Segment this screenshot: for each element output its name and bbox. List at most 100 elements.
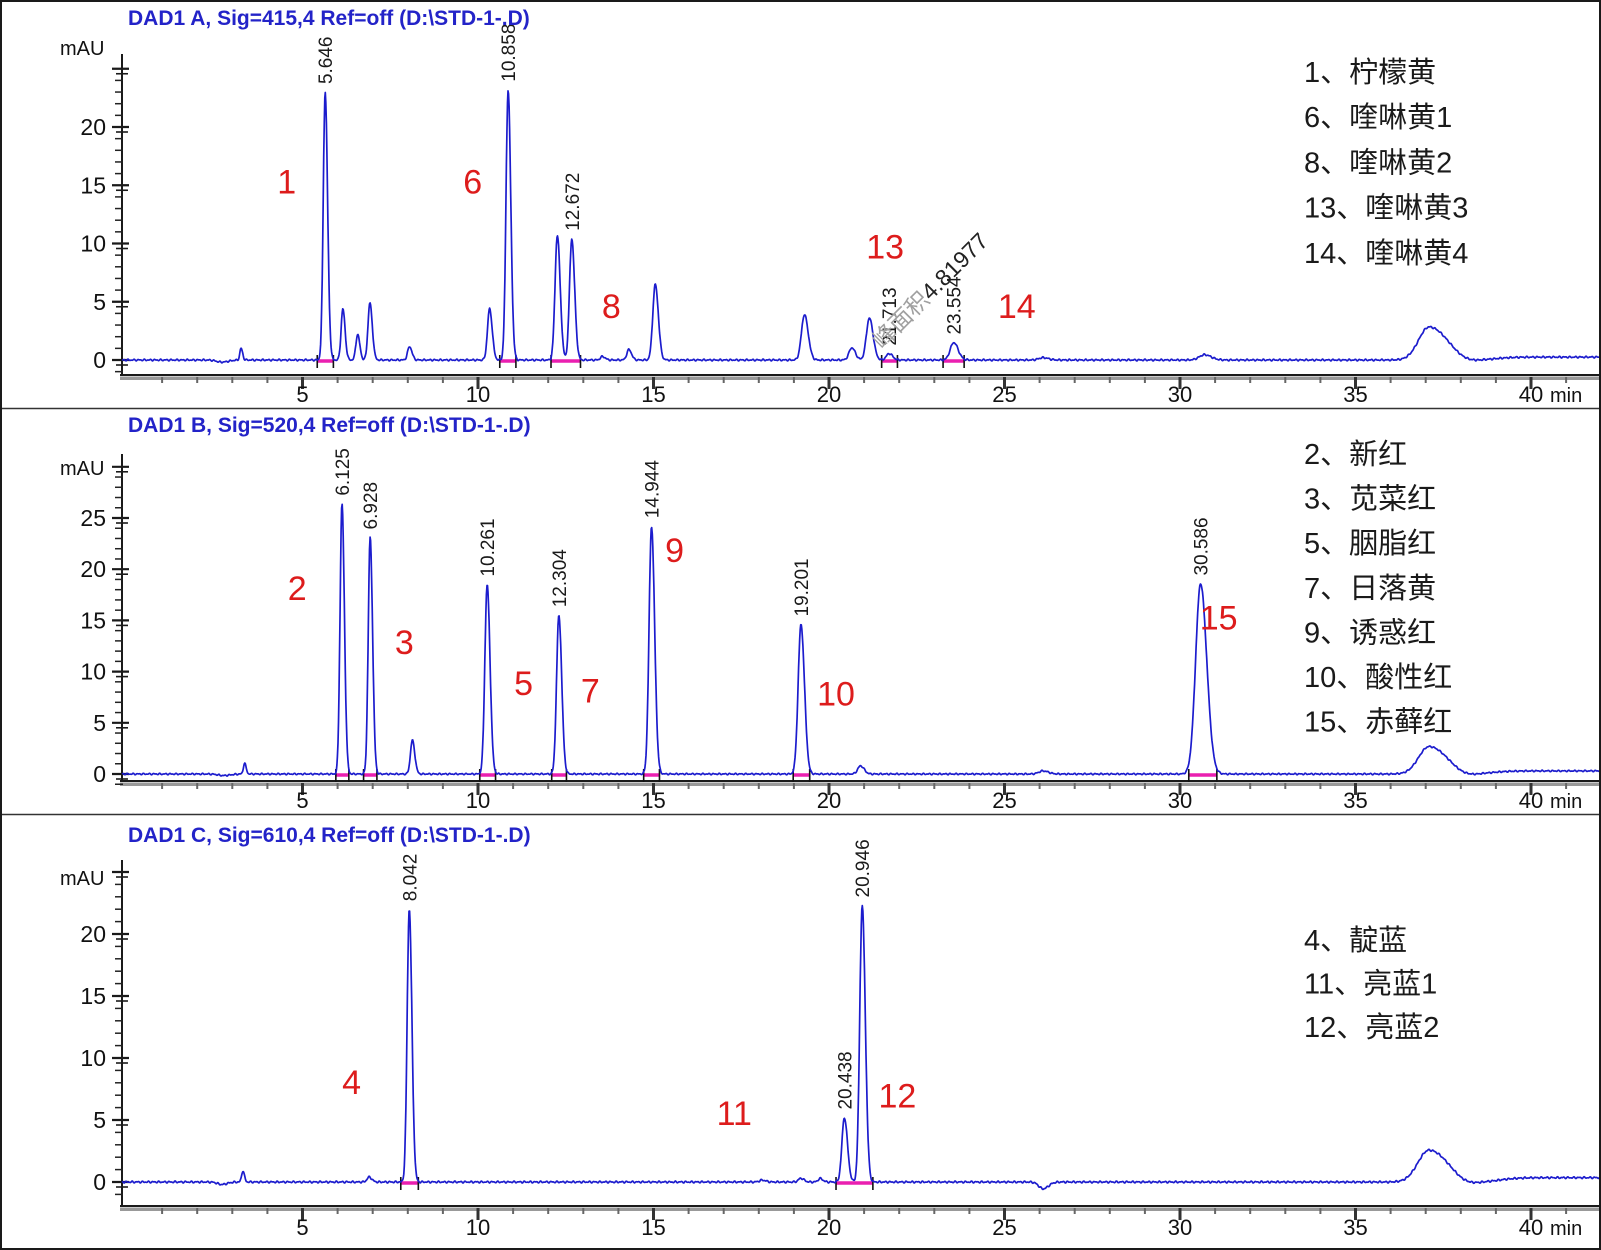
red-peak-number: 4: [342, 1064, 361, 1102]
panel-C: 5 10 15 20 25 30 35 40 min 0 5 10 15 20 mAU 8.042 20.438…: [60, 839, 1599, 1240]
peak-rt-label: 21.713: [880, 287, 901, 345]
red-peak-number: 7: [581, 672, 600, 710]
legend-item: 7、日落黄: [1304, 572, 1436, 605]
x-axis-shadow: [120, 1207, 1599, 1211]
peak-rt-label: 12.672: [563, 173, 584, 231]
x-tick-label: 35: [1343, 382, 1367, 407]
y-tick-label: 20: [80, 114, 106, 140]
panel-c-title: DAD1 C, Sig=610,4 Ref=off (D:\STD-1-.D): [128, 824, 531, 847]
x-tick-label: 15: [641, 788, 665, 813]
y-tick-label: 15: [80, 172, 106, 198]
peak-rt-label: 6.125: [333, 448, 354, 496]
legend-item: 8、喹啉黄2: [1304, 146, 1452, 179]
chromatogram-trace: [121, 503, 1599, 777]
y-tick-label: 20: [80, 921, 106, 947]
y-tick-label: 0: [93, 761, 106, 787]
y-tick-label: 5: [93, 1107, 106, 1133]
legend-item: 11、亮蓝1: [1304, 968, 1437, 1001]
y-tick-label: 15: [80, 607, 106, 633]
peak-rt-label: 20.946: [853, 839, 874, 897]
x-tick-label: 20: [817, 1215, 841, 1240]
legend-item: 5、胭脂红: [1304, 527, 1436, 560]
panel-b-title: DAD1 B, Sig=520,4 Ref=off (D:\STD-1-.D): [128, 414, 531, 437]
peak-rt-label: 10.261: [478, 518, 499, 576]
x-tick-label: 25: [992, 1215, 1016, 1240]
peak-rt-label: 5.646: [316, 37, 337, 85]
x-axis-unit-label: min: [1550, 385, 1582, 407]
peak-rt-label: 19.201: [792, 558, 813, 616]
red-peak-number: 9: [665, 532, 684, 570]
panel-A: 5 10 15 20 25 30 35 40 min 0 5 10 15 20 mAU 5.646 10.858…: [60, 24, 1599, 407]
peak-rt-label: 30.586: [1192, 517, 1213, 575]
x-tick-label: 30: [1168, 1215, 1192, 1240]
y-tick-label: 0: [93, 1169, 106, 1195]
peak-rt-label: 10.858: [499, 24, 520, 82]
x-axis-unit-label: min: [1550, 791, 1582, 813]
y-tick-label: 15: [80, 983, 106, 1009]
x-tick-label: 10: [466, 382, 490, 407]
peak-rt-label: 14.944: [643, 460, 664, 519]
red-peak-number: 5: [514, 665, 533, 703]
y-axis-unit-label: mAU: [60, 458, 104, 480]
y-axis-unit-label: mAU: [60, 38, 104, 60]
x-axis-shadow: [120, 376, 1599, 380]
red-peak-number: 1: [277, 163, 296, 201]
peak-rt-label: 20.438: [835, 1051, 856, 1109]
x-tick-label: 40: [1519, 1215, 1543, 1240]
peak-rt-label: 8.042: [400, 854, 421, 902]
legend-item: 2、新红: [1304, 438, 1407, 471]
legend-item: 13、喹啉黄3: [1304, 192, 1468, 225]
red-peak-number: 14: [998, 288, 1036, 326]
x-tick-label: 30: [1168, 788, 1192, 813]
legend-item: 10、酸性红: [1304, 661, 1452, 694]
y-axis-unit-label: mAU: [60, 868, 104, 890]
x-tick-label: 10: [466, 1215, 490, 1240]
x-tick-label: 15: [641, 1215, 665, 1240]
y-tick-label: 10: [80, 1045, 106, 1071]
legend-item: 14、喹啉黄4: [1304, 237, 1468, 270]
chromatogram-trace: [121, 90, 1599, 364]
x-tick-label: 25: [992, 382, 1016, 407]
x-tick-label: 5: [296, 788, 308, 813]
x-tick-label: 25: [992, 788, 1016, 813]
x-tick-label: 20: [817, 382, 841, 407]
y-tick-label: 5: [93, 710, 106, 736]
red-peak-number: 11: [717, 1095, 752, 1133]
x-tick-label: 10: [466, 788, 490, 813]
x-tick-label: 5: [296, 382, 308, 407]
red-peak-number: 10: [817, 675, 855, 713]
y-tick-label: 10: [80, 231, 106, 257]
legend-item: 4、靛蓝: [1304, 924, 1407, 957]
peak-rt-label: 12.304: [550, 549, 571, 608]
x-axis-unit-label: min: [1550, 1218, 1582, 1240]
red-peak-number: 8: [602, 288, 621, 326]
red-peak-number: 2: [288, 570, 307, 608]
y-tick-label: 5: [93, 289, 106, 315]
x-tick-label: 20: [817, 788, 841, 813]
peak-rt-label: 23.554: [945, 276, 966, 335]
y-tick-label: 0: [93, 347, 106, 373]
red-peak-number: 12: [879, 1078, 917, 1116]
x-axis-shadow: [120, 782, 1599, 786]
x-tick-label: 40: [1519, 788, 1543, 813]
panel-a-title: DAD1 A, Sig=415,4 Ref=off (D:\STD-1-.D): [128, 7, 530, 30]
peak-rt-label: 6.928: [361, 482, 382, 530]
legend-item: 6、喹啉黄1: [1304, 101, 1452, 134]
x-tick-label: 30: [1168, 382, 1192, 407]
red-peak-number: 13: [866, 229, 904, 267]
legend-item: 12、亮蓝2: [1304, 1011, 1439, 1044]
x-tick-label: 15: [641, 382, 665, 407]
legend-item: 15、赤藓红: [1304, 706, 1452, 739]
x-tick-label: 5: [296, 1215, 308, 1240]
x-tick-label: 40: [1519, 382, 1543, 407]
red-peak-number: 6: [463, 163, 482, 201]
red-peak-number: 15: [1200, 600, 1238, 638]
y-tick-label: 25: [80, 505, 106, 531]
y-tick-label: 20: [80, 556, 106, 582]
legend-item: 9、诱惑红: [1304, 616, 1436, 649]
x-tick-label: 35: [1343, 1215, 1367, 1240]
y-tick-label: 10: [80, 659, 106, 685]
